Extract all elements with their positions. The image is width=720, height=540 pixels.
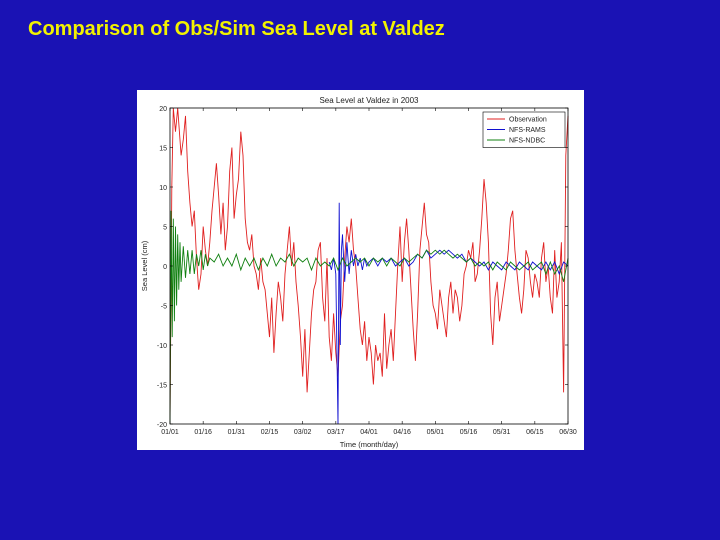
x-tick-label: 05/16	[460, 429, 478, 436]
x-tick-label: 05/31	[493, 429, 511, 436]
y-tick-label: 15	[159, 146, 167, 153]
y-tick-label: 5	[163, 225, 167, 232]
slide-title: Comparison of Obs/Sim Sea Level at Valde…	[28, 18, 445, 40]
y-tick-label: 0	[163, 264, 167, 271]
series-line-3	[169, 210, 569, 425]
series-line-2	[328, 202, 569, 425]
y-tick-label: -5	[161, 304, 167, 311]
x-tick-label: 02/15	[261, 429, 279, 436]
y-axis-label: Sea Level (cm)	[140, 240, 149, 291]
legend-entry: Observation	[509, 117, 547, 124]
x-axis-label: Time (month/day)	[340, 440, 399, 449]
x-tick-label: 03/02	[294, 429, 312, 436]
y-tick-label: -10	[157, 343, 167, 350]
x-tick-label: 01/31	[228, 429, 246, 436]
legend-entry: NFS-RAMS	[509, 127, 546, 134]
x-tick-label: 04/01	[360, 429, 378, 436]
x-tick-label: 01/16	[194, 429, 212, 436]
legend: Observation NFS-RAMS NFS-NDBC	[482, 111, 566, 148]
series-line-1	[169, 107, 569, 425]
y-tick-label: -20	[157, 422, 167, 429]
x-tick-label: 01/01	[161, 429, 179, 436]
x-tick-label: 06/15	[526, 429, 544, 436]
chart-title: Sea Level at Valdez in 2003	[319, 96, 419, 105]
y-tick-label: 20	[159, 106, 167, 113]
y-tick-label: -15	[157, 383, 167, 390]
x-tick-label: 06/30	[559, 429, 577, 436]
y-tick-label: 10	[159, 185, 167, 192]
x-tick-label: 03/17	[327, 429, 345, 436]
chart-figure: Sea Level at Valdez in 2003 01/01 01/16 01…	[137, 90, 584, 450]
x-tick-label: 05/01	[427, 429, 445, 436]
x-tick-label: 04/16	[393, 429, 411, 436]
legend-entry: NFS-NDBC	[509, 138, 545, 145]
sea-level-chart: Sea Level at Valdez in 2003 01/01 01/16 01…	[140, 96, 577, 449]
